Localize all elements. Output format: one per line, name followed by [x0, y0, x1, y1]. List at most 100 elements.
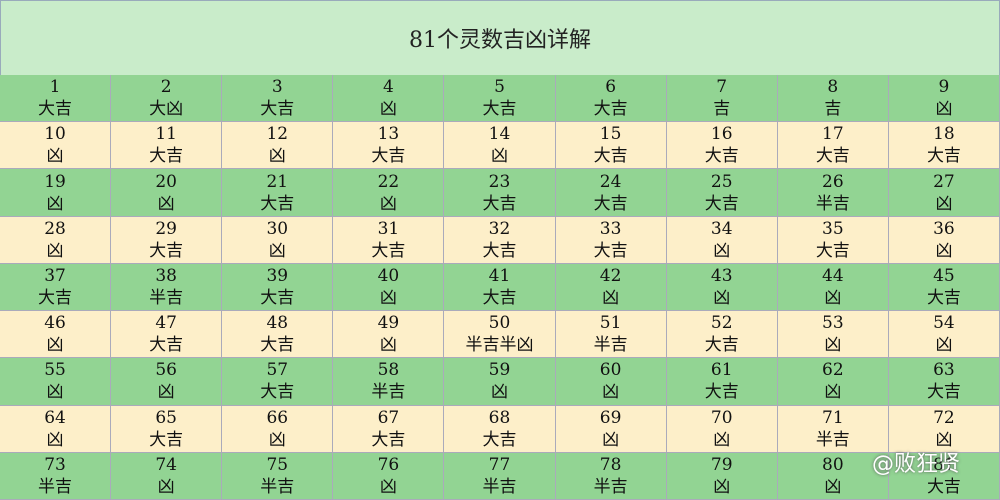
cell-number: 68 [488, 407, 511, 428]
cell-label: 凶 [824, 287, 842, 308]
cell-label: 凶 [602, 429, 620, 450]
cell-label: 半吉半凶 [465, 335, 534, 356]
cell-label: 凶 [46, 335, 64, 356]
cell: 61 大吉 [666, 358, 778, 406]
cell-number: 7 [716, 77, 728, 98]
cell-number: 48 [266, 313, 289, 334]
cell-label: 大吉 [38, 99, 73, 120]
cell-label: 大吉 [371, 146, 406, 167]
cell: 17 大吉 [777, 122, 889, 170]
cell-number: 33 [599, 218, 622, 239]
cell-label: 大吉 [593, 146, 628, 167]
cell-label: 凶 [379, 476, 397, 497]
cell-number: 69 [599, 407, 622, 428]
cell-number: 24 [599, 171, 622, 192]
cell-label: 凶 [935, 99, 953, 120]
cell-label: 凶 [379, 287, 397, 308]
cell-number: 14 [488, 124, 511, 145]
cell-number: 18 [933, 124, 955, 145]
cell: 52 大吉 [666, 311, 778, 359]
cell-number: 41 [488, 265, 511, 286]
cell-number: 47 [155, 313, 177, 334]
cell: 79 凶 [666, 452, 778, 500]
cell: 35 大吉 [777, 216, 889, 264]
cell-label: 凶 [46, 193, 64, 214]
cell-number: 51 [599, 313, 622, 334]
cell: 21 大吉 [222, 169, 334, 217]
cell-number: 6 [605, 77, 617, 98]
cell-number: 16 [710, 124, 733, 145]
cell: 68 大吉 [444, 405, 556, 453]
cell-number: 64 [44, 407, 66, 428]
cell-label: 大吉 [482, 193, 517, 214]
cell-number: 52 [710, 313, 733, 334]
cell-number: 62 [822, 360, 844, 381]
cell-number: 67 [377, 407, 400, 428]
cell: 16 大吉 [666, 122, 778, 170]
cell-label: 大吉 [704, 335, 739, 356]
cell-number: 12 [266, 124, 289, 145]
cell-label: 大吉 [149, 335, 184, 356]
cell-number: 37 [44, 265, 66, 286]
cell-number: 1 [49, 77, 61, 98]
cell-label: 大吉 [371, 429, 406, 450]
cell-number: 3 [271, 77, 283, 98]
cell-number: 13 [377, 124, 400, 145]
cell-number: 76 [377, 454, 400, 475]
cell: 34 凶 [666, 216, 778, 264]
cell: 44 凶 [777, 263, 889, 312]
cell: 55 凶 [0, 358, 112, 406]
cell-number: 27 [933, 171, 955, 192]
cell-number: 15 [599, 124, 622, 145]
cell: 73 半吉 [0, 452, 112, 500]
cell: 57 大吉 [222, 358, 334, 406]
cell: 74 凶 [111, 452, 223, 500]
cell: 64 凶 [0, 405, 112, 453]
cell-label: 凶 [379, 193, 397, 214]
cell-label: 大吉 [704, 146, 739, 167]
cell-label: 大吉 [482, 99, 517, 120]
cell-label: 凶 [490, 146, 508, 167]
cell: 66 凶 [222, 405, 334, 453]
cell-label: 凶 [602, 287, 620, 308]
cell: 48 大吉 [222, 311, 334, 359]
cell-label: 半吉 [593, 476, 628, 497]
cell-label: 凶 [268, 146, 286, 167]
cell: 47 大吉 [111, 311, 223, 359]
cell-label: 凶 [824, 382, 842, 403]
cell: 67 大吉 [333, 405, 445, 453]
cell: 76 凶 [333, 452, 445, 500]
cell-label: 大吉 [260, 335, 295, 356]
cell: 75 半吉 [222, 452, 334, 500]
cell-label: 大吉 [593, 99, 628, 120]
cell: 26 半吉 [777, 169, 889, 217]
cell: 22 凶 [333, 169, 445, 217]
cell: 56 凶 [111, 358, 223, 406]
cell-number: 61 [710, 360, 733, 381]
cell-number: 75 [266, 454, 289, 475]
cell-number: 55 [44, 360, 66, 381]
cell-label: 凶 [379, 99, 397, 120]
cell-label: 凶 [935, 193, 953, 214]
cell: 2 大凶 [111, 75, 223, 123]
cell: 51 半吉 [555, 311, 667, 359]
cell-number: 31 [377, 218, 400, 239]
cell-number: 50 [488, 313, 511, 334]
cell-label: 吉 [824, 99, 842, 120]
cell: 49 凶 [333, 311, 445, 359]
cell-number: 32 [488, 218, 511, 239]
cell-number: 63 [933, 360, 955, 381]
cell-label: 大吉 [926, 476, 961, 497]
cell-label: 大吉 [482, 287, 517, 308]
cell-number: 23 [488, 171, 511, 192]
cell-number: 46 [44, 313, 66, 334]
cell: 38 半吉 [111, 263, 223, 312]
cell: 24 大吉 [555, 169, 667, 217]
cell-number: 78 [599, 454, 622, 475]
cell: 12 凶 [222, 122, 334, 170]
cell-label: 凶 [713, 240, 731, 261]
cell-label: 大吉 [482, 240, 517, 261]
cell: 71 半吉 [777, 405, 889, 453]
